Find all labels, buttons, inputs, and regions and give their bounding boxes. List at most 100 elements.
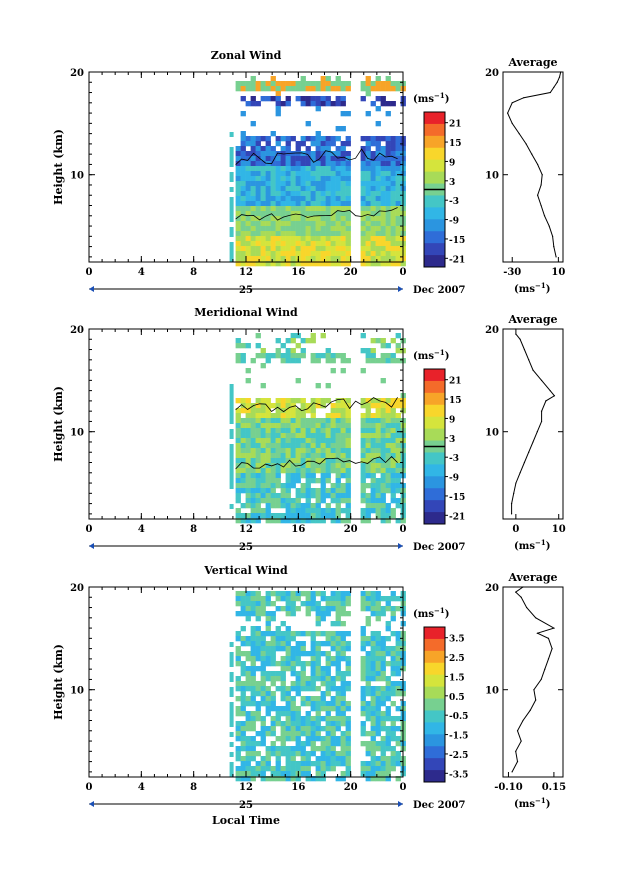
colorbar-segment — [424, 195, 445, 208]
field-cell — [245, 681, 251, 687]
field-cell — [340, 433, 346, 439]
field-cell — [330, 448, 336, 454]
field-cell — [380, 398, 386, 404]
field-cell — [280, 681, 286, 687]
field-cell — [265, 591, 271, 597]
field-cell — [375, 701, 381, 707]
field-cell — [335, 231, 341, 237]
field-cell — [375, 191, 381, 197]
field-cell — [345, 473, 351, 479]
field-cell — [365, 413, 371, 419]
field-cell — [325, 741, 331, 747]
field-cell — [260, 146, 266, 152]
field-cell — [315, 656, 321, 662]
average-profile-point — [540, 420, 543, 423]
field-cell — [229, 762, 234, 767]
field-cell — [275, 96, 281, 102]
field-cell — [335, 211, 341, 217]
field-cell — [305, 226, 311, 232]
field-cell — [360, 216, 366, 222]
field-cell — [290, 686, 296, 692]
field-cell — [390, 473, 396, 479]
field-cell — [390, 691, 396, 697]
field-cell — [325, 423, 331, 429]
field-cell — [290, 428, 296, 434]
field-cell — [330, 518, 336, 524]
field-cell — [395, 646, 401, 652]
field-cell — [280, 676, 286, 682]
field-cell — [375, 211, 381, 217]
field-cell — [385, 621, 391, 627]
field-cell — [395, 358, 401, 364]
panel-title: Zonal Wind — [211, 49, 282, 62]
field-cell — [380, 661, 386, 667]
field-cell — [285, 473, 291, 479]
field-cell — [380, 488, 386, 494]
field-cell — [290, 591, 296, 597]
field-cell — [275, 111, 281, 117]
field-cell — [345, 493, 351, 499]
field-cell — [295, 418, 301, 424]
field-cell — [330, 191, 336, 197]
field-cell — [335, 656, 341, 662]
field-cell — [395, 606, 401, 612]
field-cell — [315, 251, 321, 257]
field-cell — [280, 246, 286, 252]
average-profile-point — [558, 76, 561, 78]
field-cell — [360, 741, 366, 747]
field-cell — [245, 751, 251, 757]
field-cell — [385, 171, 391, 177]
field-cell — [265, 513, 271, 519]
field-cell — [305, 216, 311, 222]
field-cell — [385, 261, 391, 267]
field-cell — [370, 473, 376, 479]
field-cell — [285, 756, 291, 762]
field-cell — [275, 493, 281, 499]
field-cell — [245, 191, 251, 197]
field-cell — [235, 518, 241, 524]
field-cell — [335, 413, 341, 419]
field-cell — [260, 448, 266, 454]
field-cell — [370, 353, 376, 359]
field-cell — [320, 171, 326, 177]
field-cell — [270, 201, 276, 207]
field-cell — [305, 458, 311, 464]
field-cell — [310, 231, 316, 237]
field-cell — [260, 726, 266, 732]
field-cell — [320, 701, 326, 707]
field-cell — [315, 418, 321, 424]
field-cell — [325, 166, 331, 172]
field-cell — [345, 751, 351, 757]
field-cell — [275, 596, 281, 602]
field-cell — [395, 146, 401, 152]
field-cell — [260, 428, 266, 434]
field-cell — [315, 631, 321, 637]
field-cell — [229, 662, 234, 667]
field-cell — [300, 186, 306, 192]
average-profile-point — [545, 400, 547, 402]
field-cell — [275, 216, 281, 222]
field-cell — [229, 404, 234, 409]
x-tick-label: 20 — [344, 524, 358, 535]
field-cell — [390, 221, 396, 227]
field-cell — [395, 216, 401, 222]
profile-frame — [502, 328, 564, 520]
field-cell — [260, 216, 266, 222]
field-cell — [245, 493, 251, 499]
field-cell — [290, 136, 296, 142]
field-cell — [250, 611, 256, 617]
field-cell — [235, 196, 241, 202]
field-cell — [335, 686, 341, 692]
field-cell — [270, 591, 276, 597]
field-cell — [260, 458, 266, 464]
field-cell — [260, 676, 266, 682]
field-cell — [250, 216, 256, 222]
field-cell — [320, 463, 326, 469]
field-cell — [375, 458, 381, 464]
field-cell — [385, 513, 391, 519]
field-cell — [250, 716, 256, 722]
field-cell — [300, 428, 306, 434]
field-cell — [375, 221, 381, 227]
field-cell — [320, 671, 326, 677]
field-cell — [330, 261, 336, 267]
